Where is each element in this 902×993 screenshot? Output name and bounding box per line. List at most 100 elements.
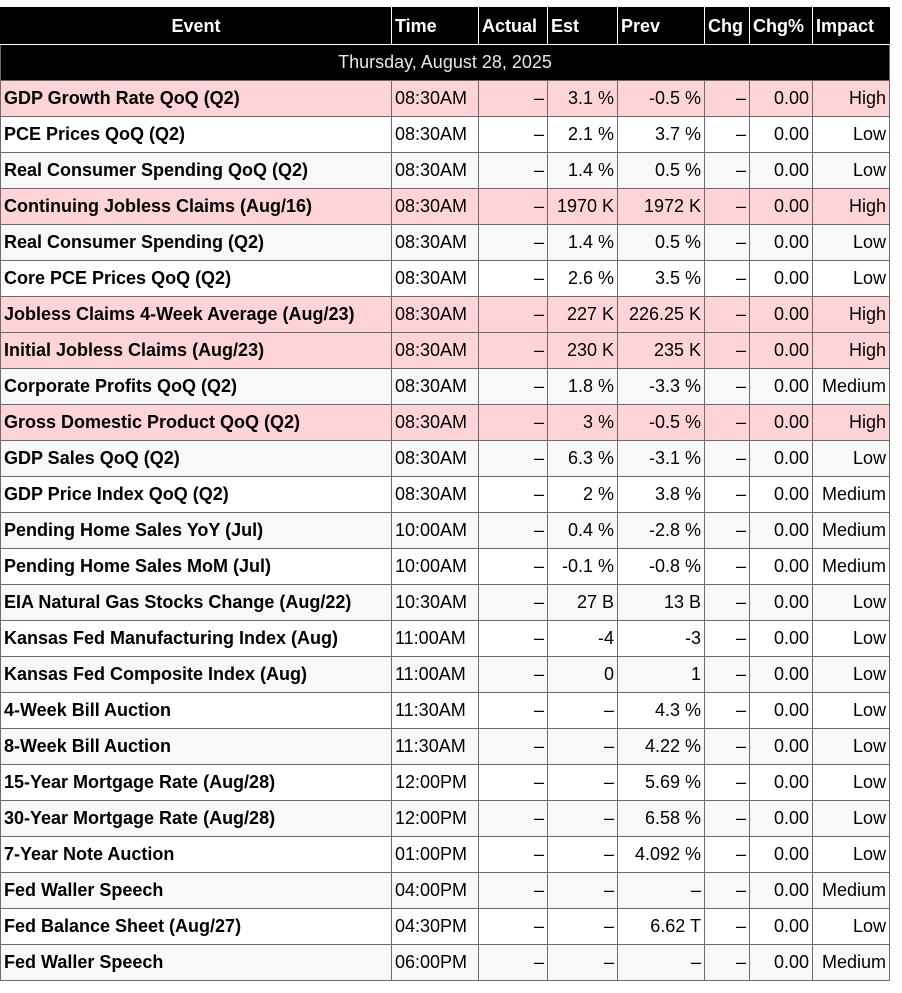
event-name-cell[interactable]: Initial Jobless Claims (Aug/23) [0, 332, 392, 369]
chg-pct-cell: 0.00 [749, 584, 813, 621]
event-name-cell[interactable]: Core PCE Prices QoQ (Q2) [0, 260, 392, 297]
chg-cell: – [704, 260, 750, 297]
est-cell: 2 % [547, 476, 618, 513]
table-row[interactable]: Kansas Fed Composite Index (Aug) 11:00AM –… [0, 656, 890, 693]
table-row[interactable]: 15-Year Mortgage Rate (Aug/28) 12:00PM – –5… [0, 764, 890, 801]
table-row[interactable]: Corporate Profits QoQ (Q2) 08:30AM –1.8 % -… [0, 368, 890, 405]
header-chg-pct[interactable]: Chg% [749, 7, 813, 45]
time-cell: 08:30AM [391, 152, 479, 189]
event-name-cell[interactable]: 30-Year Mortgage Rate (Aug/28) [0, 800, 392, 837]
header-row: Event Time Actual Est Prev Chg Chg% Impa… [0, 7, 890, 45]
table-row[interactable]: Fed Balance Sheet (Aug/27) 04:30PM – –6.62 … [0, 908, 890, 945]
impact-cell: Medium [812, 548, 890, 585]
table-row[interactable]: Pending Home Sales YoY (Jul) 10:00AM –0.4 … [0, 512, 890, 549]
prev-cell: 226.25 K [617, 296, 705, 333]
impact-cell: Low [812, 620, 890, 657]
event-name-cell[interactable]: Corporate Profits QoQ (Q2) [0, 368, 392, 405]
chg-pct-cell: 0.00 [749, 944, 813, 981]
event-name-cell[interactable]: Real Consumer Spending QoQ (Q2) [0, 152, 392, 189]
header-event[interactable]: Event [0, 7, 392, 45]
table-row[interactable]: Core PCE Prices QoQ (Q2) 08:30AM –2.6 % 3.5… [0, 260, 890, 297]
event-name-cell[interactable]: 4-Week Bill Auction [0, 692, 392, 729]
event-name-cell[interactable]: Fed Waller Speech [0, 944, 392, 981]
event-name-cell[interactable]: Pending Home Sales YoY (Jul) [0, 512, 392, 549]
est-cell: 2.6 % [547, 260, 618, 297]
date-label: Thursday, August 28, 2025 [0, 44, 890, 81]
table-row[interactable]: PCE Prices QoQ (Q2) 08:30AM –2.1 % 3.7 % –0.… [0, 116, 890, 153]
chg-cell: – [704, 188, 750, 225]
impact-cell: Low [812, 260, 890, 297]
chg-pct-cell: 0.00 [749, 296, 813, 333]
est-cell: – [547, 764, 618, 801]
table-row[interactable]: EIA Natural Gas Stocks Change (Aug/22) 10… [0, 584, 890, 621]
actual-cell: – [478, 908, 548, 945]
economic-calendar-table: Event Time Actual Est Prev Chg Chg% Impa… [0, 7, 890, 981]
header-est[interactable]: Est [547, 7, 618, 45]
event-name-cell[interactable]: Kansas Fed Composite Index (Aug) [0, 656, 392, 693]
table-row[interactable]: GDP Growth Rate QoQ (Q2) 08:30AM –3.1 % -0.… [0, 80, 890, 117]
time-cell: 06:00PM [391, 944, 479, 981]
est-cell: – [547, 872, 618, 909]
est-cell: -4 [547, 620, 618, 657]
prev-cell: 6.62 T [617, 908, 705, 945]
table-row[interactable]: GDP Price Index QoQ (Q2) 08:30AM –2 % 3.8 %… [0, 476, 890, 513]
event-name-cell[interactable]: Pending Home Sales MoM (Jul) [0, 548, 392, 585]
actual-cell: – [478, 440, 548, 477]
chg-cell: – [704, 116, 750, 153]
prev-cell: 3.5 % [617, 260, 705, 297]
event-name-cell[interactable]: 7-Year Note Auction [0, 836, 392, 873]
chg-pct-cell: 0.00 [749, 404, 813, 441]
table-row[interactable]: Pending Home Sales MoM (Jul) 10:00AM – -0.1… [0, 548, 890, 585]
event-name-cell[interactable]: GDP Growth Rate QoQ (Q2) [0, 80, 392, 117]
event-name-cell[interactable]: Real Consumer Spending (Q2) [0, 224, 392, 261]
impact-cell: Low [812, 116, 890, 153]
event-name-cell[interactable]: Kansas Fed Manufacturing Index (Aug) [0, 620, 392, 657]
header-prev[interactable]: Prev [617, 7, 705, 45]
chg-pct-cell: 0.00 [749, 692, 813, 729]
event-name-cell[interactable]: GDP Sales QoQ (Q2) [0, 440, 392, 477]
table-row[interactable]: 30-Year Mortgage Rate (Aug/28) 12:00PM – –6… [0, 800, 890, 837]
time-cell: 11:00AM [391, 620, 479, 657]
table-row[interactable]: 7-Year Note Auction 01:00PM – –4.092 % –0.00… [0, 836, 890, 873]
event-name-cell[interactable]: GDP Price Index QoQ (Q2) [0, 476, 392, 513]
event-name-cell[interactable]: 15-Year Mortgage Rate (Aug/28) [0, 764, 392, 801]
date-group-row: Thursday, August 28, 2025 [0, 44, 890, 81]
chg-cell: – [704, 548, 750, 585]
event-name-cell[interactable]: Jobless Claims 4-Week Average (Aug/23) [0, 296, 392, 333]
actual-cell: – [478, 332, 548, 369]
prev-cell: – [617, 944, 705, 981]
event-name-cell[interactable]: Gross Domestic Product QoQ (Q2) [0, 404, 392, 441]
event-name-cell[interactable]: 8-Week Bill Auction [0, 728, 392, 765]
event-name-cell[interactable]: PCE Prices QoQ (Q2) [0, 116, 392, 153]
actual-cell: – [478, 620, 548, 657]
event-name-cell[interactable]: EIA Natural Gas Stocks Change (Aug/22) [0, 584, 392, 621]
table-row[interactable]: Continuing Jobless Claims (Aug/16) 08:30A… [0, 188, 890, 225]
table-row[interactable]: Fed Waller Speech 06:00PM – – – –0.00 Medium [0, 944, 890, 981]
actual-cell: – [478, 368, 548, 405]
table-row[interactable]: Gross Domestic Product QoQ (Q2) 08:30AM –3… [0, 404, 890, 441]
table-row[interactable]: GDP Sales QoQ (Q2) 08:30AM –6.3 % -3.1 % –0.… [0, 440, 890, 477]
header-actual[interactable]: Actual [478, 7, 548, 45]
table-row[interactable]: Real Consumer Spending QoQ (Q2) 08:30AM –1… [0, 152, 890, 189]
chg-pct-cell: 0.00 [749, 908, 813, 945]
prev-cell: -0.5 % [617, 404, 705, 441]
header-time[interactable]: Time [391, 7, 479, 45]
table-row[interactable]: Real Consumer Spending (Q2) 08:30AM –1.4 %… [0, 224, 890, 261]
table-row[interactable]: Jobless Claims 4-Week Average (Aug/23) 08… [0, 296, 890, 333]
table-row[interactable]: 4-Week Bill Auction 11:30AM – –4.3 % –0.00 Lo… [0, 692, 890, 729]
time-cell: 08:30AM [391, 404, 479, 441]
table-row[interactable]: Kansas Fed Manufacturing Index (Aug) 11:0… [0, 620, 890, 657]
actual-cell: – [478, 584, 548, 621]
impact-cell: High [812, 188, 890, 225]
header-impact[interactable]: Impact [812, 7, 890, 45]
prev-cell: 13 B [617, 584, 705, 621]
event-name-cell[interactable]: Fed Balance Sheet (Aug/27) [0, 908, 392, 945]
event-name-cell[interactable]: Fed Waller Speech [0, 872, 392, 909]
est-cell: -0.1 % [547, 548, 618, 585]
header-chg[interactable]: Chg [704, 7, 750, 45]
table-row[interactable]: Fed Waller Speech 04:00PM – – – –0.00 Medium [0, 872, 890, 909]
chg-cell: – [704, 476, 750, 513]
event-name-cell[interactable]: Continuing Jobless Claims (Aug/16) [0, 188, 392, 225]
table-row[interactable]: Initial Jobless Claims (Aug/23) 08:30AM –2… [0, 332, 890, 369]
table-row[interactable]: 8-Week Bill Auction 11:30AM – –4.22 % –0.00 L… [0, 728, 890, 765]
